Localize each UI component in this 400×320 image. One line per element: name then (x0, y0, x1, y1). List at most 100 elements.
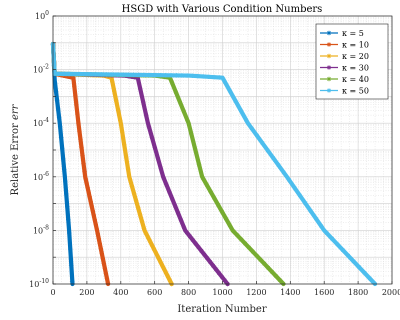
series-marker (81, 161, 86, 166)
series-marker (222, 79, 227, 84)
y-tick-exponent: -6 (43, 171, 49, 178)
series-marker (152, 72, 158, 78)
series-marker (346, 253, 351, 258)
series-group (50, 41, 378, 287)
series-marker (123, 154, 129, 160)
series-marker (110, 79, 115, 85)
series-marker (102, 266, 108, 271)
series-marker (120, 129, 125, 135)
y-axis-label-text: Relative Error (10, 120, 21, 195)
series-marker (200, 175, 206, 181)
series-marker (77, 71, 83, 77)
series-marker (205, 256, 210, 261)
legend: κ = 5 κ = 10 κ = 20 κ = 30 κ = 40 κ = 50 (315, 23, 389, 100)
series-marker (86, 189, 91, 195)
y-tick-exponent: -8 (43, 224, 49, 231)
series-marker (168, 73, 174, 78)
series-marker (239, 237, 244, 242)
series-marker (147, 238, 153, 244)
series-marker (181, 108, 186, 114)
series-marker (175, 210, 181, 216)
x-tick-label: 2000 (382, 288, 400, 297)
series-marker (58, 135, 64, 140)
series-marker (121, 142, 127, 147)
series-marker (151, 246, 157, 252)
series-marker (131, 191, 137, 196)
series-marker (192, 146, 198, 152)
series-marker (335, 242, 340, 247)
series-marker (68, 246, 73, 252)
series-marker (96, 236, 101, 241)
series-marker (141, 99, 146, 105)
series-marker (161, 175, 166, 180)
series-marker (277, 277, 282, 283)
legend-item: κ = 20 (320, 52, 369, 61)
series-marker (195, 73, 201, 79)
series-marker (324, 230, 329, 236)
series-marker (254, 133, 260, 138)
series-marker (52, 80, 58, 86)
series-marker (212, 196, 217, 201)
series-marker (74, 102, 79, 108)
series-marker (155, 254, 161, 259)
series-marker (235, 233, 240, 238)
series-marker (153, 250, 159, 255)
x-tick-labels: 0 200 400 600 800 1000 1200 1400 1600 1800 2000 (50, 288, 400, 297)
series-marker (207, 259, 213, 265)
y-axis-label-var: err (10, 103, 21, 120)
series-marker (286, 177, 292, 183)
series-marker (99, 251, 105, 256)
series-marker (367, 276, 372, 281)
series-marker (69, 263, 74, 268)
series-marker (227, 89, 233, 94)
series-marker (101, 261, 107, 266)
series-marker (262, 261, 267, 266)
series-marker (217, 75, 222, 80)
series-marker (157, 258, 162, 263)
x-axis-label: Iteration Number (177, 304, 266, 315)
series-marker (99, 72, 104, 77)
series-marker (292, 185, 297, 190)
series-marker (174, 73, 179, 78)
series-marker (297, 193, 303, 198)
series-marker (147, 72, 152, 78)
series-marker (173, 90, 179, 95)
series-marker (125, 167, 131, 172)
series-marker (170, 196, 175, 202)
series-marker (165, 273, 170, 279)
series-marker (72, 71, 77, 77)
series-marker (64, 191, 69, 197)
y-tick-base: 10 (33, 66, 43, 75)
series-marker (65, 204, 70, 210)
series-marker (193, 241, 198, 246)
legend-item: κ = 10 (320, 41, 369, 50)
series-marker (161, 266, 166, 271)
series-marker (238, 108, 244, 113)
series-marker (83, 71, 88, 77)
series-marker (87, 194, 92, 199)
series-marker (211, 74, 217, 80)
legend-item: κ = 30 (320, 64, 369, 73)
y-tick-base: 10 (29, 280, 39, 289)
series-6 (50, 41, 378, 287)
series-marker (163, 73, 168, 78)
series-marker (163, 270, 168, 275)
series-marker (326, 42, 332, 47)
series-marker (260, 140, 265, 146)
series-marker (184, 230, 190, 235)
series-marker (109, 72, 115, 77)
y-tick-base: 10 (33, 119, 43, 128)
series-marker (115, 72, 120, 77)
series-marker (95, 231, 100, 236)
series-marker (201, 74, 206, 79)
series-marker (167, 277, 172, 283)
series-marker (142, 72, 147, 78)
series-marker (281, 170, 287, 175)
series-marker (88, 199, 93, 204)
x-tick-label: 400 (113, 288, 128, 297)
y-tick-exponent: -10 (39, 278, 49, 285)
series-marker (159, 262, 164, 267)
series-marker (88, 72, 93, 77)
series-marker (231, 229, 236, 234)
series-marker (61, 71, 66, 77)
